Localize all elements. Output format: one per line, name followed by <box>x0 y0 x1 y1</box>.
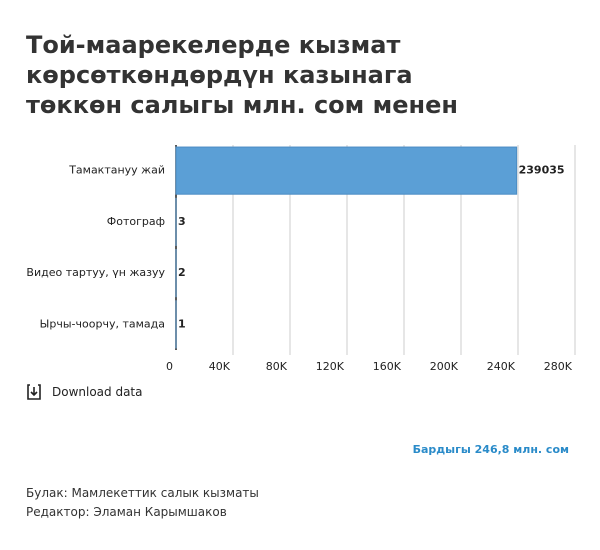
bar <box>175 146 518 195</box>
y-tick-label: Видео тартуу, үн жазуу <box>26 266 165 279</box>
download-icon <box>27 384 41 400</box>
x-tick-label: 160K <box>373 360 402 373</box>
x-tick-label: 200K <box>430 360 459 373</box>
value-label: 2 <box>178 266 186 279</box>
y-tick-label: Тамактануу жай <box>68 164 165 177</box>
chart: 0 40K 80K 120K 160K 200K 240K 280K Тамактануу жа… <box>26 145 576 373</box>
total-note: Бардыгы 246,8 млн. сом <box>412 443 569 456</box>
value-label: 3 <box>178 215 186 228</box>
source: Булак: Мамлекеттик салык кызматы <box>26 486 259 500</box>
download-button[interactable]: Download data <box>26 383 143 401</box>
value-label: 239035 <box>519 164 565 177</box>
y-tick-label: Ырчы-чоорчу, тамада <box>40 317 165 330</box>
x-tick-label: 40K <box>209 360 231 373</box>
chart-title: Той-маарекелерде кызмат көрсөткөндөрдүн … <box>26 31 458 119</box>
x-tick-label: 80K <box>266 360 288 373</box>
y-tick-label: Фотограф <box>107 215 165 228</box>
x-tick-label: 120K <box>316 360 345 373</box>
x-tick-label: 280K <box>544 360 573 373</box>
value-label: 1 <box>178 317 186 330</box>
editor: Редактор: Эламан Карымшаков <box>26 505 227 519</box>
x-tick-label: 0 <box>166 360 173 373</box>
download-label: Download data <box>52 385 143 399</box>
x-tick-label: 240K <box>487 360 516 373</box>
